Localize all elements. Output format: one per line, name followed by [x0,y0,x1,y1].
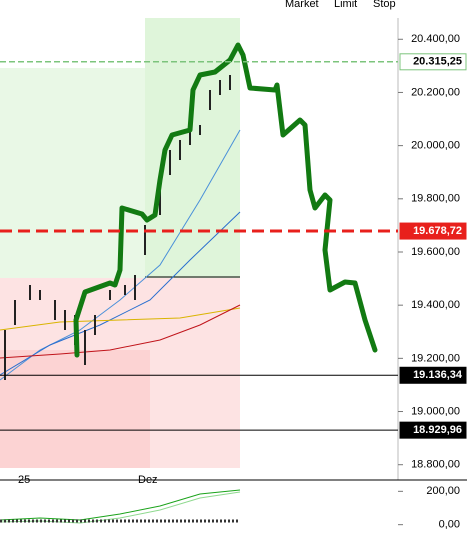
time-label: 25 [18,474,30,486]
indicator-tick-label: 0,00 [439,519,460,531]
indicator-line [0,489,241,521]
ma-line [0,211,241,376]
price-label: 19.136,34 [413,369,463,381]
y-tick-label: 19.200,00 [411,352,460,364]
ma-line [0,304,241,359]
toolbar-button[interactable]: Stop [373,0,396,10]
y-tick-label: 19.600,00 [411,246,460,258]
y-tick-label: 20.400,00 [411,33,460,45]
price-label: 19.678,72 [413,225,462,237]
y-tick-label: 20.200,00 [411,86,460,98]
y-tick-label: 19.000,00 [411,405,460,417]
y-tick-label: 20.000,00 [411,140,460,152]
price-label: 20.315,25 [413,56,462,68]
ma-line [0,129,241,381]
price-box [399,366,467,384]
zone [0,350,150,468]
y-tick-label: 19.400,00 [411,299,460,311]
price-box [399,222,467,240]
time-label: Dez [138,474,158,486]
price-box [399,53,467,71]
y-tick-label: 19.800,00 [411,193,460,205]
drawn-line [73,42,378,358]
y-tick-label: 18.800,00 [411,459,460,471]
ma-line [0,307,241,331]
price-box [399,421,467,439]
zone [145,18,240,278]
candles [4,75,231,380]
indicator-tick-label: 200,00 [426,485,460,497]
toolbar-button[interactable]: Market [285,0,319,10]
toolbar-button[interactable]: Limit [334,0,357,10]
price-label: 18.929,96 [413,424,462,436]
